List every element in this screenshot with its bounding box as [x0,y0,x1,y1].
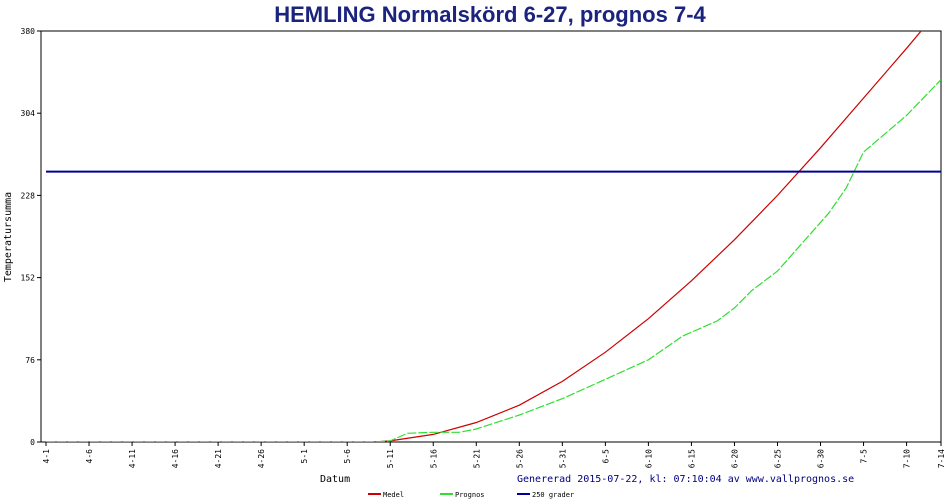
y-tick-label: 0 [30,438,35,447]
footer-text: Genererad 2015-07-22, kl: 07:10:04 av ww… [517,474,854,485]
x-tick-label: 6-20 [730,449,739,468]
x-tick-label: 4-6 [85,449,94,464]
x-tick-label: 6-5 [601,449,610,464]
x-tick-label: 4-11 [128,449,137,468]
x-tick-label: 5-1 [300,449,309,464]
x-tick-label: 4-1 [42,449,51,464]
y-axis-label: Temperatursumma [3,192,14,282]
x-tick-label: 7-14 [937,449,946,468]
y-tick-label: 76 [25,356,35,365]
x-tick-label: 6-15 [687,449,696,468]
y-axis: 0 76 152 228 304 380 [21,27,41,447]
plot-area [40,30,942,443]
x-tick-label: 7-5 [860,449,869,464]
x-tick-label: 5-26 [515,449,524,468]
y-tick-label: 304 [21,109,36,118]
x-tick-label: 7-10 [903,449,912,468]
series-layer [46,31,941,442]
x-tick-label: 4-26 [257,449,266,468]
series-line-0 [46,31,922,442]
series-line-1 [46,79,941,442]
x-tick-label: 5-11 [386,449,395,468]
legend-label: Medel [383,491,404,499]
legend-label: 250 grader [532,491,574,499]
y-tick-label: 380 [21,27,36,36]
x-axis-label: Datum [320,474,350,485]
x-tick-label: 5-21 [472,449,481,468]
x-tick-label: 5-16 [429,449,438,468]
x-axis: 4-1 4-6 4-11 4-16 4-21 4-26 5-1 5-6 5-11 5-16 5-21… [42,442,946,468]
chart-title: HEMLING Normalskörd 6-27, prognos 7-4 [274,2,706,27]
x-tick-label: 5-31 [558,449,567,468]
legend-label: Prognos [455,491,485,499]
x-tick-label: 6-25 [773,449,782,468]
y-tick-label: 228 [21,191,36,200]
y-tick-label: 152 [21,274,36,283]
x-tick-label: 4-21 [214,449,223,468]
x-tick-label: 4-16 [171,449,180,468]
x-tick-label: 6-10 [644,449,653,468]
x-tick-label: 5-6 [343,449,352,464]
legend: Medel Prognos 250 grader [368,491,574,499]
x-tick-label: 6-30 [817,449,826,468]
